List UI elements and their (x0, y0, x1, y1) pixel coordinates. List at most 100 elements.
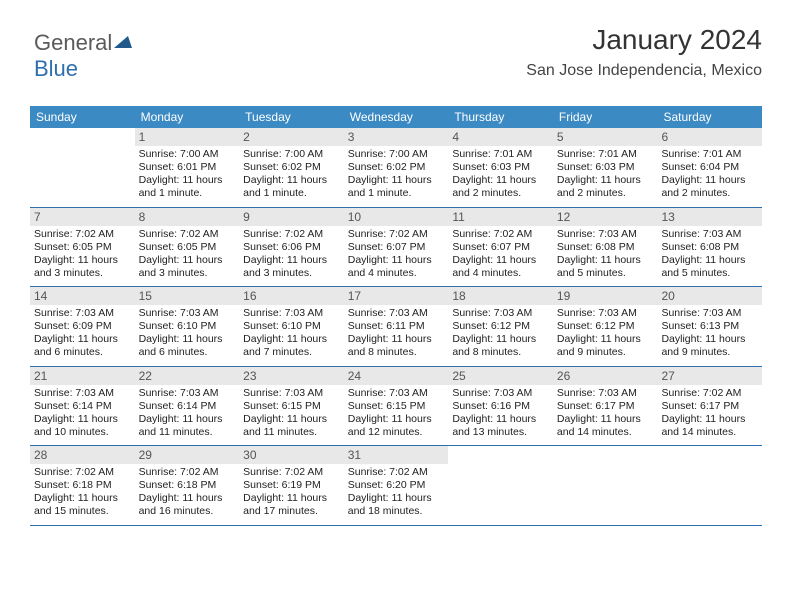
day-cell: 1Sunrise: 7:00 AMSunset: 6:01 PMDaylight… (135, 128, 240, 207)
day-cell: 23Sunrise: 7:03 AMSunset: 6:15 PMDayligh… (239, 367, 344, 446)
day-ss: Sunset: 6:14 PM (34, 400, 131, 413)
day-sr: Sunrise: 7:03 AM (34, 387, 131, 400)
week-row: 7Sunrise: 7:02 AMSunset: 6:05 PMDaylight… (30, 208, 762, 288)
day-d1: Daylight: 11 hours (452, 174, 549, 187)
day-number: 6 (657, 128, 762, 146)
day-sr: Sunrise: 7:02 AM (34, 466, 131, 479)
day-cell: 14Sunrise: 7:03 AMSunset: 6:09 PMDayligh… (30, 287, 135, 366)
day-sr: Sunrise: 7:02 AM (243, 466, 340, 479)
header: January 2024 San Jose Independencia, Mex… (526, 24, 762, 80)
day-d2: and 3 minutes. (139, 267, 236, 280)
day-sr: Sunrise: 7:01 AM (557, 148, 654, 161)
day-d2: and 13 minutes. (452, 426, 549, 439)
day-ss: Sunset: 6:15 PM (243, 400, 340, 413)
day-number: 27 (657, 367, 762, 385)
weekday-monday: Monday (135, 106, 240, 128)
logo-part2: Blue (34, 56, 78, 81)
day-d2: and 17 minutes. (243, 505, 340, 518)
day-ss: Sunset: 6:11 PM (348, 320, 445, 333)
day-d2: and 3 minutes. (243, 267, 340, 280)
day-sr: Sunrise: 7:02 AM (348, 466, 445, 479)
day-d1: Daylight: 11 hours (452, 333, 549, 346)
day-ss: Sunset: 6:08 PM (557, 241, 654, 254)
day-cell: 24Sunrise: 7:03 AMSunset: 6:15 PMDayligh… (344, 367, 449, 446)
day-ss: Sunset: 6:13 PM (661, 320, 758, 333)
day-cell: 5Sunrise: 7:01 AMSunset: 6:03 PMDaylight… (553, 128, 658, 207)
day-cell: 22Sunrise: 7:03 AMSunset: 6:14 PMDayligh… (135, 367, 240, 446)
day-number: 17 (344, 287, 449, 305)
day-d2: and 4 minutes. (348, 267, 445, 280)
calendar: SundayMondayTuesdayWednesdayThursdayFrid… (30, 106, 762, 526)
day-number: 1 (135, 128, 240, 146)
day-number: 22 (135, 367, 240, 385)
day-number: 18 (448, 287, 553, 305)
day-sr: Sunrise: 7:03 AM (661, 228, 758, 241)
day-ss: Sunset: 6:18 PM (139, 479, 236, 492)
day-cell: 15 Sunrise: 7:03 AMSunset: 6:10 PMDayligh… (135, 287, 240, 366)
day-d1: Daylight: 11 hours (661, 174, 758, 187)
day-ss: Sunset: 6:02 PM (348, 161, 445, 174)
day-d1: Daylight: 11 hours (139, 254, 236, 267)
week-row: 28Sunrise: 7:02 AMSunset: 6:18 PMDayligh… (30, 446, 762, 526)
day-ss: Sunset: 6:10 PM (139, 320, 236, 333)
day-number: 21 (30, 367, 135, 385)
day-number: 30 (239, 446, 344, 464)
day-sr: Sunrise: 7:02 AM (139, 466, 236, 479)
month-title: January 2024 (526, 24, 762, 56)
day-number: 2 (239, 128, 344, 146)
day-d2: and 11 minutes. (243, 426, 340, 439)
logo-part1: General (34, 30, 112, 55)
day-number: 26 (553, 367, 658, 385)
day-cell: 17 Sunrise: 7:03 AMSunset: 6:11 PMDayligh… (344, 287, 449, 366)
day-cell: 28Sunrise: 7:02 AMSunset: 6:18 PMDayligh… (30, 446, 135, 525)
day-d1: Daylight: 11 hours (243, 254, 340, 267)
day-d2: and 5 minutes. (661, 267, 758, 280)
day-ss: Sunset: 6:09 PM (34, 320, 131, 333)
weekday-saturday: Saturday (657, 106, 762, 128)
day-d1: Daylight: 11 hours (348, 333, 445, 346)
day-sr: Sunrise: 7:03 AM (34, 307, 131, 320)
day-sr: Sunrise: 7:03 AM (452, 387, 549, 400)
day-d1: Daylight: 11 hours (34, 413, 131, 426)
day-d2: and 10 minutes. (34, 426, 131, 439)
day-d1: Daylight: 11 hours (139, 492, 236, 505)
day-ss: Sunset: 6:14 PM (139, 400, 236, 413)
day-number: 3 (344, 128, 449, 146)
day-d1: Daylight: 11 hours (34, 333, 131, 346)
day-sr: Sunrise: 7:03 AM (139, 307, 236, 320)
day-d2: and 14 minutes. (557, 426, 654, 439)
day-d1: Daylight: 11 hours (139, 333, 236, 346)
day-d2: and 8 minutes. (348, 346, 445, 359)
day-d2: and 6 minutes. (34, 346, 131, 359)
day-cell: 29Sunrise: 7:02 AMSunset: 6:18 PMDayligh… (135, 446, 240, 525)
day-ss: Sunset: 6:17 PM (557, 400, 654, 413)
day-sr: Sunrise: 7:03 AM (348, 387, 445, 400)
day-ss: Sunset: 6:07 PM (452, 241, 549, 254)
day-ss: Sunset: 6:08 PM (661, 241, 758, 254)
day-ss: Sunset: 6:05 PM (139, 241, 236, 254)
day-number: 16 (239, 287, 344, 305)
day-d1: Daylight: 11 hours (139, 413, 236, 426)
day-cell: 21 Sunrise: 7:03 AMSunset: 6:14 PMDayligh… (30, 367, 135, 446)
week-row: 14Sunrise: 7:03 AMSunset: 6:09 PMDayligh… (30, 287, 762, 367)
day-ss: Sunset: 6:05 PM (34, 241, 131, 254)
day-cell (553, 446, 658, 525)
day-cell: 30Sunrise: 7:02 AMSunset: 6:19 PMDayligh… (239, 446, 344, 525)
day-number: 31 (344, 446, 449, 464)
day-cell: 4Sunrise: 7:01 AMSunset: 6:03 PMDaylight… (448, 128, 553, 207)
week-row: 1Sunrise: 7:00 AMSunset: 6:01 PMDaylight… (30, 128, 762, 208)
day-sr: Sunrise: 7:03 AM (557, 228, 654, 241)
day-cell: 8Sunrise: 7:02 AMSunset: 6:05 PMDaylight… (135, 208, 240, 287)
day-d2: and 1 minute. (348, 187, 445, 200)
weekday-tuesday: Tuesday (239, 106, 344, 128)
logo-triangle-icon (114, 28, 132, 54)
day-d2: and 15 minutes. (34, 505, 131, 518)
day-d1: Daylight: 11 hours (557, 254, 654, 267)
day-sr: Sunrise: 7:03 AM (348, 307, 445, 320)
day-d2: and 1 minute. (243, 187, 340, 200)
day-number: 15 (135, 287, 240, 305)
day-sr: Sunrise: 7:03 AM (557, 307, 654, 320)
day-d1: Daylight: 11 hours (348, 254, 445, 267)
day-sr: Sunrise: 7:03 AM (243, 307, 340, 320)
weekday-wednesday: Wednesday (344, 106, 449, 128)
